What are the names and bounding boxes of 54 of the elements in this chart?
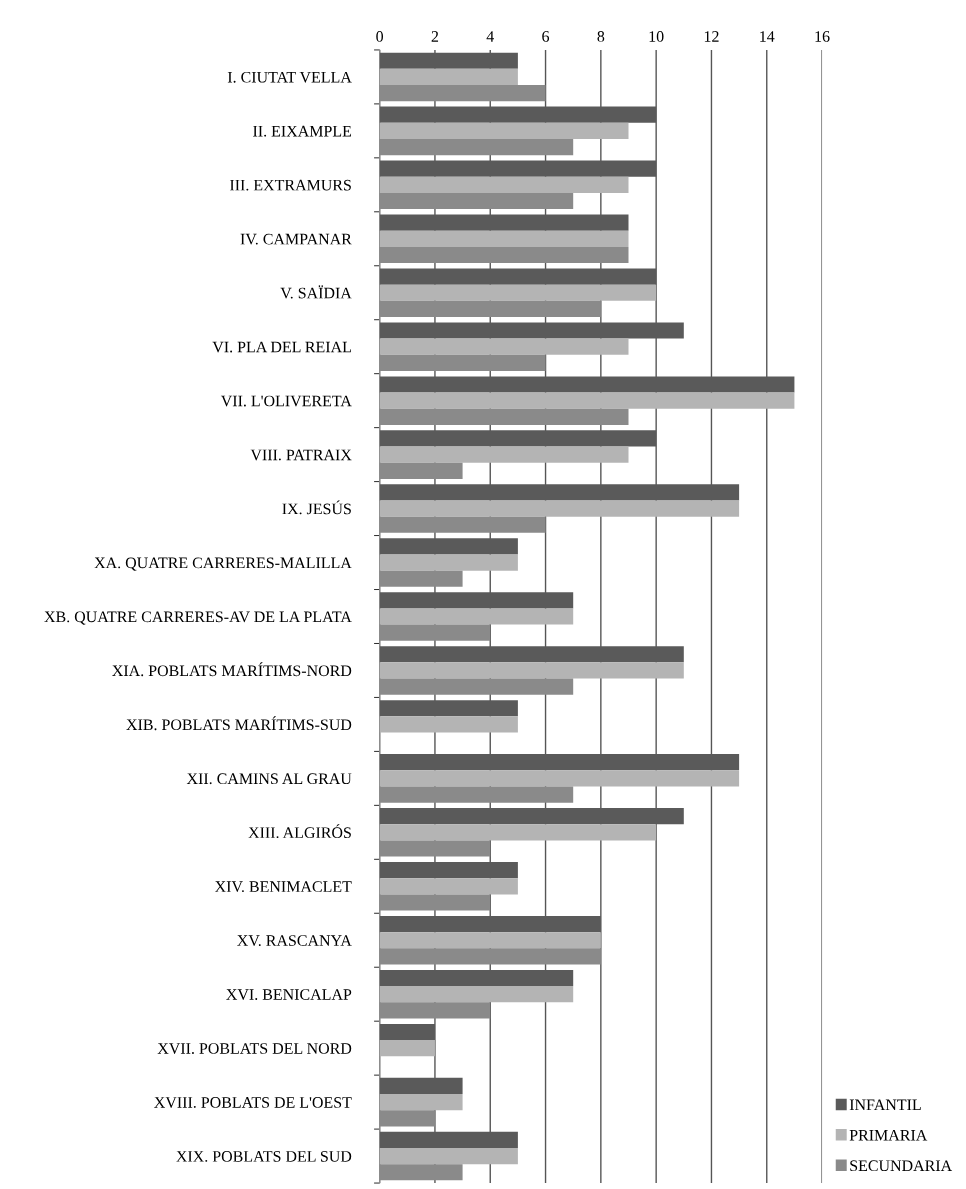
bar	[379, 986, 574, 1003]
y-tick-label: XVII. POBLATS DEL NORD	[157, 1043, 352, 1054]
bar	[379, 608, 574, 625]
x-tick-label: 10	[649, 31, 664, 42]
bar	[379, 500, 740, 517]
y-tick-label: XIV. BENIMACLET	[214, 881, 352, 893]
bar	[379, 122, 629, 139]
bar	[379, 554, 518, 571]
y-tick-label: VII. L'OLIVERETA	[220, 395, 352, 407]
x-tick-label: 16	[815, 31, 830, 42]
y-tick-label: XV. RASCANYA	[237, 935, 352, 947]
y-tick-label: IV. CAMPANAR	[240, 233, 352, 245]
bar	[379, 1094, 463, 1111]
bar	[379, 284, 657, 301]
bar	[379, 824, 657, 841]
bar	[379, 230, 629, 247]
x-tick-label: 12	[704, 31, 719, 42]
bar	[379, 176, 629, 193]
y-tick-label: XIB. POBLATS MARÍTIMS-SUD	[126, 716, 352, 731]
y-tick-label: III. EXTRAMURS	[229, 179, 351, 191]
x-tick-label: 14	[760, 31, 775, 42]
bar	[379, 662, 684, 679]
y-tick-label: XA. QUATRE CARRERES-MALILLA	[94, 557, 352, 571]
bar	[379, 932, 601, 949]
y-tick-label: XVIII. POBLATS DE L'OEST	[154, 1097, 352, 1108]
x-tick-label: 8	[597, 31, 605, 42]
bar	[379, 338, 629, 355]
y-tick-label: I. CIUTAT VELLA	[227, 71, 352, 83]
x-tick-label: 2	[431, 31, 439, 42]
bar	[379, 716, 518, 733]
bar	[379, 1147, 518, 1165]
bar	[379, 392, 795, 409]
y-tick-label: XVI. BENICALAP	[226, 989, 352, 1000]
legend-label: PRIMARIA	[849, 1129, 928, 1141]
y-tick-label: XIX. POBLATS DEL SUD	[176, 1151, 352, 1162]
bar	[379, 1040, 435, 1057]
bar	[379, 446, 629, 463]
y-tick-label: VI. PLA DEL REIAL	[212, 341, 351, 353]
bar	[379, 878, 518, 895]
y-tick-label: XIA. POBLATS MARÍTIMS-NORD	[112, 662, 352, 677]
y-tick-label: V. SAÏDIA	[280, 285, 352, 299]
y-tick-label: XIII. ALGIRÓS	[248, 824, 351, 839]
bar	[379, 770, 740, 787]
legend-label: SECUNDARIA	[850, 1160, 953, 1172]
y-tick-label: IX. JESÚS	[282, 500, 351, 515]
bar	[379, 68, 518, 86]
legend-label: INFANTIL	[849, 1099, 921, 1111]
x-tick-label: 4	[486, 31, 494, 42]
x-tick-label: 0	[376, 31, 384, 42]
y-tick-label: XB. QUATRE CARRERES-AV DE LA PLATA	[44, 611, 352, 625]
y-tick-label: VIII. PATRAIX	[250, 449, 352, 461]
y-tick-label: XII. CAMINS AL GRAU	[186, 773, 352, 785]
y-tick-label: II. EIXAMPLE	[253, 125, 352, 137]
x-tick-label: 6	[542, 31, 550, 42]
